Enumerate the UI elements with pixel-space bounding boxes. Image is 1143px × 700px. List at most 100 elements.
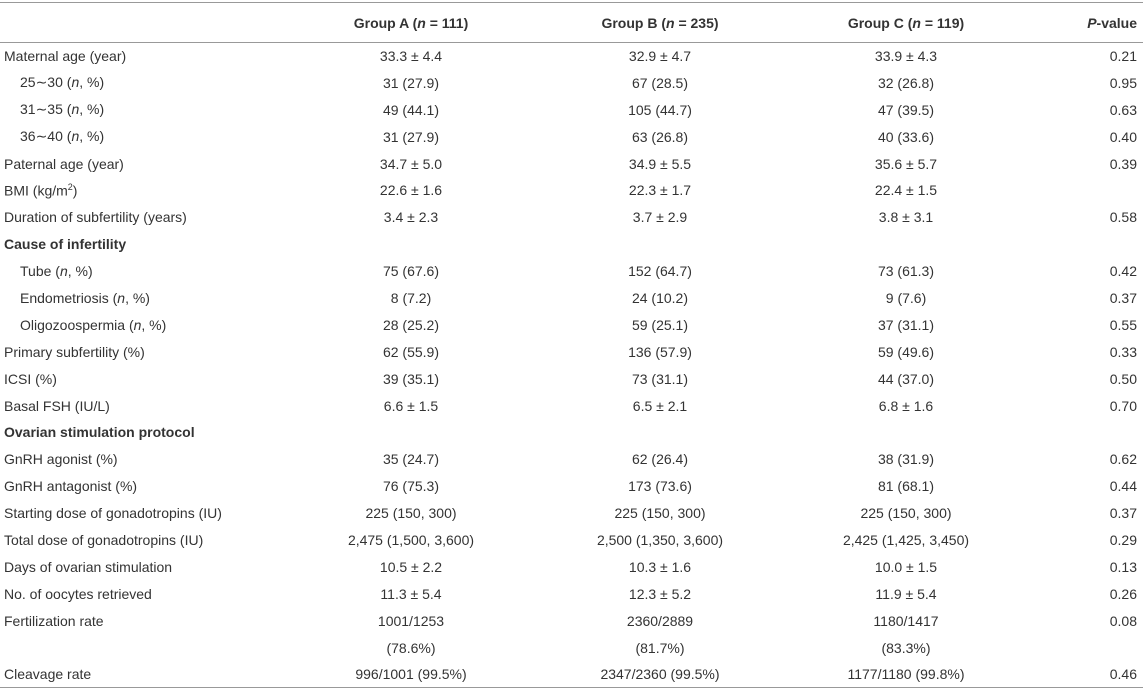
- text-run: = 119): [920, 14, 965, 31]
- table-body: Maternal age (year) 33.3 ± 4.4 32.9 ± 4.7 3…: [0, 43, 1143, 688]
- table-row: BMI (kg/m2) 22.6 ± 1.6 22.3 ± 1.7 22.4 ± 1.…: [0, 177, 1143, 204]
- header-cell: Group B (n = 235): [532, 3, 788, 43]
- p-value-cell: 0.39: [1109, 155, 1137, 172]
- text-run: , %): [125, 289, 150, 306]
- value-cell: 2,500 (1,350, 3,600): [596, 531, 724, 548]
- text-run: Primary subfertility (%): [4, 343, 145, 360]
- italic-run: n: [133, 316, 142, 333]
- value-cell: 59 (25.1): [631, 316, 689, 333]
- section-label: Cause of infertility: [0, 231, 290, 258]
- text-run: , %): [79, 101, 105, 118]
- text-run: = 235): [674, 14, 719, 31]
- row-label: Primary subfertility (%): [0, 338, 290, 365]
- row-label: Cleavage rate: [0, 661, 290, 688]
- value-cell: 37 (31.1): [877, 316, 935, 333]
- text-run: , %): [67, 263, 93, 280]
- table-row: (78.6%) (81.7%) (83.3%): [0, 634, 1143, 661]
- row-label: Oligozoospermia (n, %): [0, 311, 290, 338]
- p-value-cell: 0.44: [1109, 478, 1137, 495]
- value-cell: 44 (37.0): [877, 370, 935, 387]
- row-label: Paternal age (year): [0, 150, 290, 177]
- table-row: Endometriosis (n, %) 8 (7.2) 24 (10.2) 9 (7…: [0, 285, 1143, 312]
- table-row: Total dose of gonadotropins (IU) 2,475 (1…: [0, 527, 1143, 554]
- value-cell: [290, 231, 532, 258]
- p-value-cell: 0.42: [1109, 263, 1137, 280]
- text-run: Group B (: [601, 14, 666, 31]
- row-label: 25∼30 (n, %): [0, 69, 290, 96]
- row-label: Starting dose of gonadotropins (IU): [0, 500, 290, 527]
- text-run: Group C (: [847, 14, 913, 31]
- text-run: , %): [141, 316, 167, 333]
- value-cell: 62 (55.9): [382, 343, 440, 360]
- value-cell: 10.0 ± 1.5: [874, 558, 938, 575]
- value-cell: 31 (27.9): [382, 74, 440, 91]
- header-row: Group A (n = 111) Group B (n = 235) Group …: [0, 2, 1143, 43]
- value-cell: 76 (75.3): [382, 478, 440, 495]
- p-value-cell: 0.08: [1109, 612, 1137, 629]
- table-row: 36∼40 (n, %) 31 (27.9) 63 (26.8) 40 (33.6) 0…: [0, 123, 1143, 150]
- value-cell: 33.9 ± 4.3: [874, 48, 938, 65]
- table-row: Maternal age (year) 33.3 ± 4.4 32.9 ± 4.7 3…: [0, 43, 1143, 70]
- text-run: Maternal age (year): [4, 48, 127, 65]
- p-value-cell: 0.46: [1109, 666, 1137, 683]
- text-run: ): [72, 182, 78, 199]
- p-value-cell: 0.62: [1109, 451, 1137, 468]
- value-cell: 225 (150, 300): [614, 505, 706, 522]
- p-value-cell: [1024, 419, 1143, 446]
- value-cell: 1001/1253: [377, 612, 445, 629]
- row-label: Fertilization rate: [0, 607, 290, 634]
- value-cell: [788, 419, 1024, 446]
- text-run: GnRH antagonist (%): [4, 478, 138, 495]
- table-row: ICSI (%) 39 (35.1) 73 (31.1) 44 (37.0) 0.50: [0, 365, 1143, 392]
- text-run: Endometriosis (: [20, 289, 118, 306]
- value-cell: 12.3 ± 5.2: [628, 585, 692, 602]
- value-cell: 2360/2889: [626, 612, 694, 629]
- text-run: Ovarian stimulation protocol: [4, 424, 195, 441]
- table-row: Cause of infertility: [0, 231, 1143, 258]
- value-cell: 62 (26.4): [631, 451, 689, 468]
- row-label: 31∼35 (n, %): [0, 96, 290, 123]
- value-cell: 10.5 ± 2.2: [379, 558, 443, 575]
- table-row: Tube (n, %) 75 (67.6) 152 (64.7) 73 (61.3) 0…: [0, 258, 1143, 285]
- table-row: Days of ovarian stimulation 10.5 ± 2.2 10.…: [0, 553, 1143, 580]
- row-label: Endometriosis (n, %): [0, 285, 290, 312]
- row-label: [0, 634, 290, 661]
- value-cell: 2347/2360 (99.5%): [600, 666, 720, 683]
- italic-run: n: [71, 128, 80, 145]
- table-row: Fertilization rate 1001/1253 2360/2889 1180…: [0, 607, 1143, 634]
- table-row: Paternal age (year) 34.7 ± 5.0 34.9 ± 5.5 3…: [0, 150, 1143, 177]
- row-label: GnRH antagonist (%): [0, 473, 290, 500]
- value-cell: 28 (25.2): [382, 316, 440, 333]
- table-row: Ovarian stimulation protocol: [0, 419, 1143, 446]
- text-run: Fertilization rate: [4, 612, 104, 629]
- row-label: GnRH agonist (%): [0, 446, 290, 473]
- p-value-cell: 0.26: [1109, 585, 1137, 602]
- p-value-cell: 0.33: [1109, 343, 1137, 360]
- text-run: = 111): [425, 14, 469, 31]
- p-value-cell: 0.50: [1109, 370, 1137, 387]
- value-cell: 996/1001 (99.5%): [355, 666, 467, 683]
- value-cell: 173 (73.6): [628, 478, 692, 495]
- table-row: 25∼30 (n, %) 31 (27.9) 67 (28.5) 32 (26.8) 0…: [0, 69, 1143, 96]
- p-value-cell: 0.63: [1109, 101, 1137, 118]
- header-cell: Group A (n = 111): [290, 3, 532, 43]
- value-cell: [788, 231, 1024, 258]
- value-cell: 67 (28.5): [631, 74, 689, 91]
- table-row: GnRH antagonist (%) 76 (75.3) 173 (73.6) 81…: [0, 473, 1143, 500]
- text-run: Cause of infertility: [4, 236, 127, 253]
- table-row: Starting dose of gonadotropins (IU) 225 (…: [0, 500, 1143, 527]
- text-run: Basal FSH (IU/L): [4, 397, 110, 414]
- value-cell: 31 (27.9): [382, 128, 440, 145]
- value-cell: 2,425 (1,425, 3,450): [842, 531, 970, 548]
- text-run: Oligozoospermia (: [20, 316, 134, 333]
- value-cell: 2,475 (1,500, 3,600): [347, 531, 475, 548]
- value-cell: 34.7 ± 5.0: [379, 155, 443, 172]
- italic-run: n: [666, 14, 675, 31]
- value-cell: 34.9 ± 5.5: [628, 155, 692, 172]
- text-run: GnRH agonist (%): [4, 451, 118, 468]
- value-cell: 105 (44.7): [628, 101, 692, 118]
- table-row: No. of oocytes retrieved 11.3 ± 5.4 12.3 ±…: [0, 580, 1143, 607]
- superscript: 2: [67, 182, 73, 193]
